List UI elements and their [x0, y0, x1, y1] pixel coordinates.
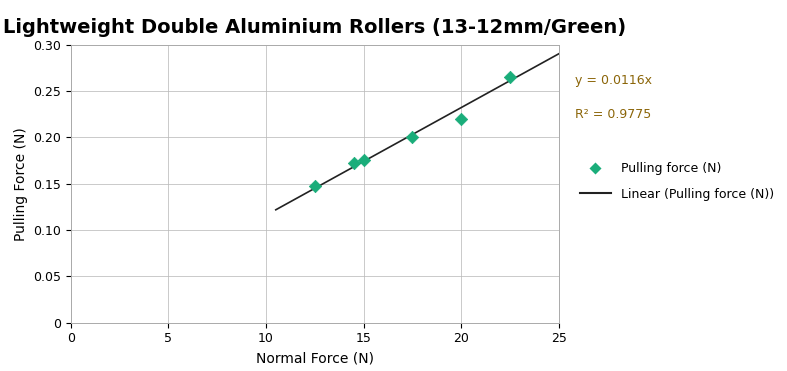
Point [504, 74, 516, 80]
Legend: Pulling force (N), Linear (Pulling force (N)): Pulling force (N), Linear (Pulling force… [580, 162, 774, 201]
Point [309, 184, 321, 189]
Title: Lightweight Double Aluminium Rollers (13-12mm/Green): Lightweight Double Aluminium Rollers (13… [3, 19, 626, 37]
Point [348, 160, 360, 166]
Text: R² = 0.9775: R² = 0.9775 [575, 108, 651, 121]
X-axis label: Normal Force (N): Normal Force (N) [256, 351, 374, 365]
Text: y = 0.0116x: y = 0.0116x [575, 74, 652, 87]
Point [357, 157, 370, 163]
Point [455, 116, 467, 122]
Y-axis label: Pulling Force (N): Pulling Force (N) [13, 127, 28, 240]
Point [406, 134, 419, 140]
